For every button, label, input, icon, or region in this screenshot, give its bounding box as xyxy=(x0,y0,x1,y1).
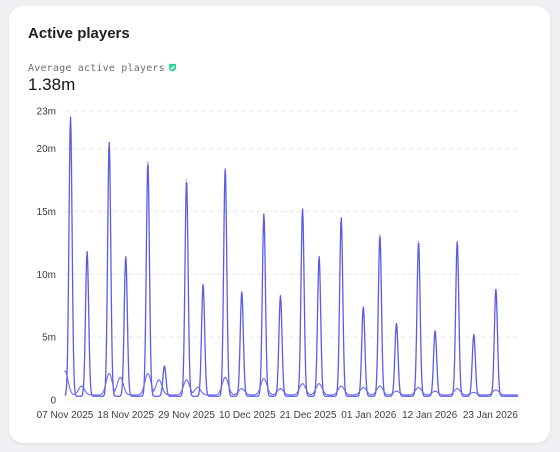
series-line-secondary xyxy=(64,370,519,396)
series-point xyxy=(301,383,304,385)
series-point xyxy=(379,234,381,236)
series-point xyxy=(417,386,420,389)
x-tick-label: 01 Jan 2026 xyxy=(341,410,396,421)
series-layer xyxy=(64,116,519,397)
x-tick-label: 23 Jan 2026 xyxy=(463,410,518,421)
series-point xyxy=(318,383,320,385)
x-axis-labels: 07 Nov 2025 18 Nov 2025 29 Nov 2025 10 Dec … xyxy=(37,410,519,421)
series-point xyxy=(108,141,110,144)
series-point xyxy=(196,386,199,389)
series-point xyxy=(417,241,420,243)
series-point xyxy=(456,241,458,243)
series-point xyxy=(185,179,188,181)
series-point xyxy=(64,370,66,372)
series-point xyxy=(163,365,166,367)
series-point xyxy=(362,386,364,389)
x-tick-label: 10 Dec 2025 xyxy=(219,410,276,421)
y-axis-labels: 0 5m 10m 15m 20m 23m xyxy=(37,107,57,407)
series-point xyxy=(125,256,127,258)
series-point xyxy=(86,251,88,253)
series-point xyxy=(340,217,342,219)
metric-value: 1.38m xyxy=(28,75,76,94)
grid-layer xyxy=(65,110,518,401)
series-point xyxy=(108,373,110,375)
series-point xyxy=(147,373,149,375)
series-point xyxy=(241,388,243,390)
series-point xyxy=(202,283,204,285)
card-title: Active players xyxy=(28,25,130,42)
series-point xyxy=(379,385,381,387)
series-point xyxy=(495,389,497,391)
series-point xyxy=(185,379,188,381)
y-tick-label: 5m xyxy=(42,333,56,344)
y-tick-label: 10m xyxy=(37,270,56,281)
series-point xyxy=(119,376,121,378)
series-point xyxy=(395,390,398,392)
y-tick-label: 15m xyxy=(37,207,56,218)
x-tick-label: 07 Nov 2025 xyxy=(37,410,94,421)
series-point xyxy=(80,385,83,387)
x-tick-label: 21 Dec 2025 xyxy=(280,410,337,421)
series-point xyxy=(395,322,398,324)
y-tick-label: 23m xyxy=(37,107,56,118)
series-point xyxy=(279,295,282,297)
series-point xyxy=(340,385,342,387)
series-point xyxy=(434,390,436,392)
series-point xyxy=(495,288,497,291)
series-point xyxy=(279,388,282,390)
series-line-primary xyxy=(64,116,519,397)
series-point xyxy=(473,391,475,394)
series-point xyxy=(434,330,436,332)
metric-label: Average active players xyxy=(28,63,165,74)
series-point xyxy=(224,376,226,378)
verified-shield-icon xyxy=(168,63,177,75)
series-point xyxy=(224,168,226,170)
series-point xyxy=(241,291,243,293)
x-tick-label: 12 Jan 2026 xyxy=(402,410,457,421)
y-tick-label: 20m xyxy=(37,144,56,155)
series-point xyxy=(147,161,149,164)
series-point xyxy=(318,256,320,258)
series-point xyxy=(158,379,160,381)
y-tick-label: 0 xyxy=(50,396,56,407)
series-point xyxy=(301,208,304,210)
x-tick-label: 29 Nov 2025 xyxy=(158,410,215,421)
series-point xyxy=(69,116,72,118)
metric-label-row: Average active players xyxy=(28,63,177,75)
series-point xyxy=(456,388,458,390)
x-tick-label: 18 Nov 2025 xyxy=(97,410,154,421)
series-point xyxy=(263,378,265,380)
series-point xyxy=(473,334,475,336)
series-point xyxy=(263,213,265,215)
series-point xyxy=(362,306,364,308)
